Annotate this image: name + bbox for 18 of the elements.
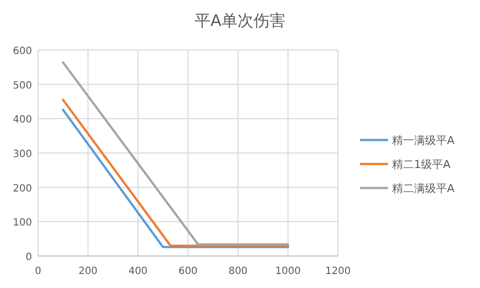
y-tick-label: 600 — [12, 46, 32, 57]
y-tick-label: 300 — [12, 149, 32, 160]
y-tick-label: 100 — [12, 218, 32, 229]
x-tick-label: 0 — [34, 266, 42, 277]
chart-title: 平A单次伤害 — [194, 11, 286, 30]
y-tick-label: 500 — [12, 80, 32, 92]
x-tick-label: 1200 — [325, 266, 351, 277]
x-tick-label: 800 — [228, 266, 248, 277]
x-tick-label: 200 — [78, 266, 98, 277]
legend-label: 精一满级平A — [392, 134, 455, 147]
y-tick-label: 0 — [26, 252, 32, 263]
y-tick-label: 400 — [12, 114, 32, 126]
legend-label: 精二1级平A — [392, 158, 451, 171]
x-tick-label: 600 — [178, 266, 198, 277]
legend-label: 精二满级平A — [392, 182, 455, 195]
x-tick-label: 1000 — [275, 266, 301, 277]
y-tick-label: 200 — [12, 183, 32, 194]
x-tick-label: 400 — [128, 266, 148, 277]
